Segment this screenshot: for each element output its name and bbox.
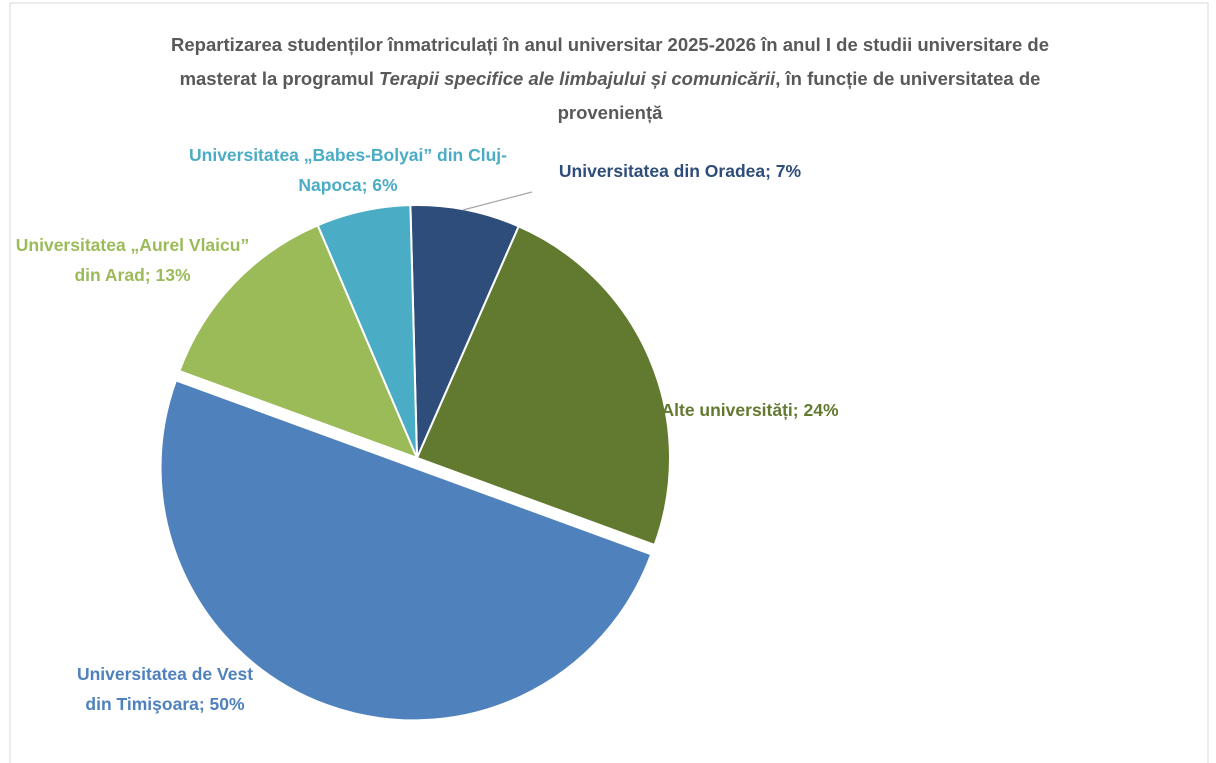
data-label: Alte universități; 24% <box>661 400 839 420</box>
chart-border <box>9 2 1209 763</box>
data-label: Universitatea de Vest din Timişoara; 50% <box>76 664 254 714</box>
data-label: Universitatea „Babes-Bolyai” din Cluj-Na… <box>189 145 507 195</box>
title-part: , în funcție de universitatea de proveni… <box>557 68 1041 123</box>
pie-slice <box>415 225 671 547</box>
title-part: Repartizarea studenților înmatriculați î… <box>171 34 1049 89</box>
pie-slice <box>316 204 418 459</box>
leader-line <box>462 191 533 211</box>
data-label: Universitatea „Aurel Vlaicu” din Arad; 1… <box>15 235 250 285</box>
chart-title: Repartizarea studenților înmatriculați î… <box>140 28 1080 130</box>
title-part: Terapii specifice ale limbajului și comu… <box>379 68 776 89</box>
data-label: Universitatea din Oradea; 7% <box>558 161 802 181</box>
pie-slice <box>178 223 419 460</box>
pie-slice <box>159 379 653 722</box>
